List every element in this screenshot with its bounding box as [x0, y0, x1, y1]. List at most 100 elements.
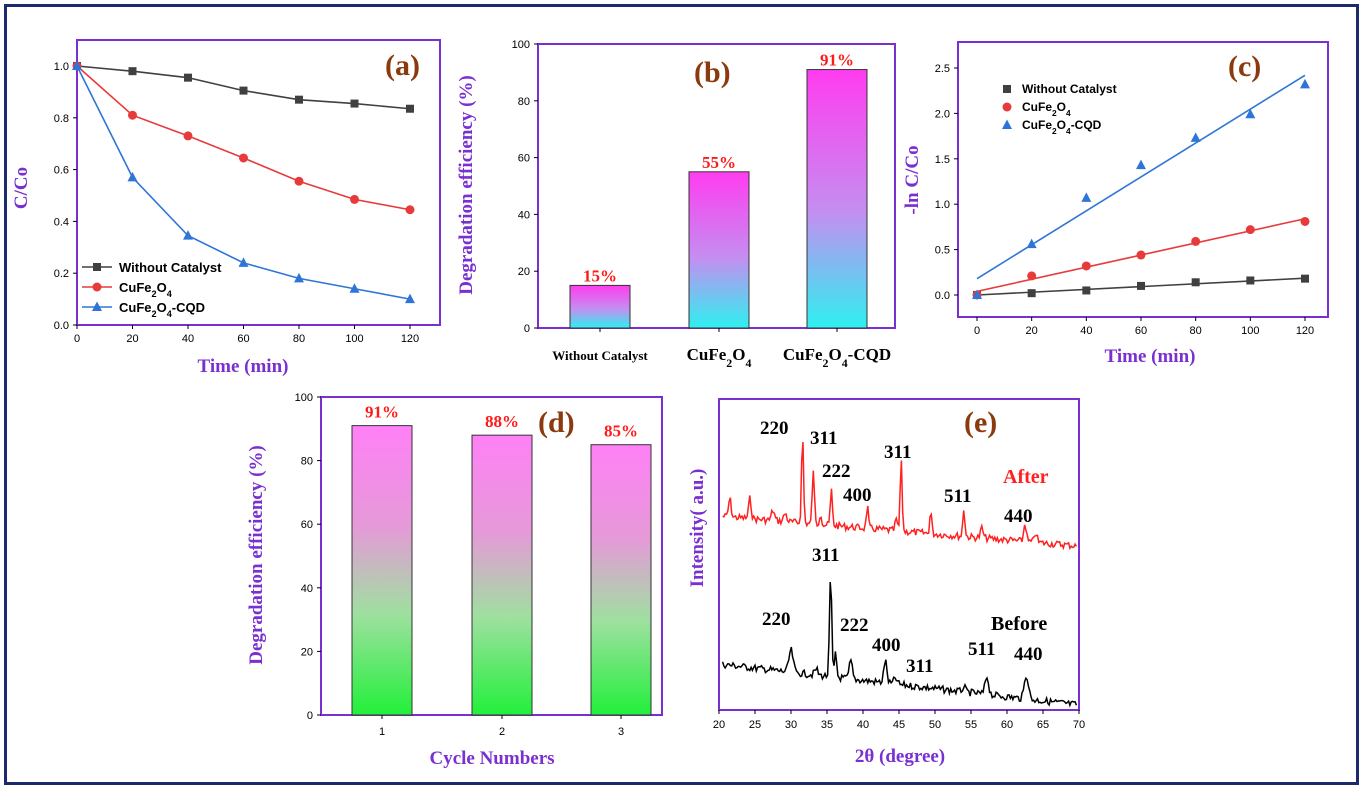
- panel-d-xlabel: Cycle Numbers: [429, 748, 554, 769]
- panel-d-ytick-label: 100: [295, 392, 313, 404]
- panel-a-legend-label: CuFe2O4: [119, 280, 173, 299]
- panel-a-legend-label: Without Catalyst: [119, 260, 222, 275]
- panel-c-data-point: [1136, 250, 1146, 260]
- panel-e-before-peak-label: 222: [840, 615, 869, 636]
- panel-b-bar: [688, 171, 750, 329]
- panel-a-axes-box: [76, 39, 441, 326]
- panel-d-bar: [471, 434, 533, 716]
- panel-b-category-label: CuFe2O4: [687, 345, 752, 370]
- panel-d-bar-chart: 0 20 40 60 80 100 91% 1 88% 2 85% 3: [295, 392, 663, 738]
- panel-e-xtick-label: 25: [749, 719, 761, 731]
- panel-c-ytick-label: 0.0: [935, 290, 950, 302]
- panel-e-letter: (e): [964, 406, 997, 439]
- panel-a-xtick-label: 100: [345, 333, 363, 345]
- panel-b-bar-chart: 0 20 40 60 80 100 15% Without Catalyst 55% CuFe2O…: [512, 39, 896, 370]
- panel-c-ylabel: -ln C/Co: [902, 145, 923, 214]
- panel-e-xtick-label: 20: [713, 719, 725, 731]
- panel-e-after-peak-label: 311: [884, 442, 911, 463]
- panel-c-data-point: [1300, 78, 1310, 89]
- panel-a-xtick-label: 60: [237, 333, 249, 345]
- panel-a-ytick-label: 0.8: [54, 113, 69, 125]
- panel-e-after-peak-label: 222: [822, 461, 851, 482]
- panel-a-legend-marker: [92, 301, 102, 311]
- panel-a-data-point: [349, 283, 360, 293]
- panel-c-data-point: [1245, 225, 1255, 235]
- panel-c-data-point: [1245, 108, 1256, 119]
- panel-e-xtick-label: 55: [965, 719, 977, 731]
- panel-c-xtick-label: 100: [1241, 325, 1259, 337]
- panel-b-category-label: CuFe2O4-CQD: [783, 345, 891, 370]
- panel-d-ytick-label: 60: [301, 519, 313, 531]
- panel-d-letter: (d): [538, 406, 575, 439]
- panel-a-data-point: [128, 67, 137, 76]
- panel-b-bar: [569, 284, 631, 329]
- panel-a-xlabel: Time (min): [198, 356, 289, 377]
- panel-e-after-peak-label: 220: [760, 418, 789, 439]
- panel-c-data-point: [1026, 238, 1037, 249]
- panel-a-ytick-label: 1.0: [54, 61, 69, 73]
- panel-c-xtick-label: 0: [974, 325, 980, 337]
- panel-a-data-point: [350, 194, 359, 204]
- panel-a-legend-marker: [92, 282, 102, 292]
- panel-e-before-peak-label: 311: [812, 545, 839, 566]
- panel-a-xtick-label: 0: [74, 333, 80, 345]
- panel-a-data-point: [294, 176, 304, 186]
- panel-d-ytick-label: 40: [301, 583, 313, 595]
- panel-c-xlabel: Time (min): [1105, 346, 1196, 367]
- panel-d-xtick-label: 1: [379, 726, 385, 738]
- panel-c-data-point: [1081, 192, 1092, 202]
- panel-c-data-point: [1190, 132, 1201, 142]
- panel-c-data-point: [1301, 274, 1309, 283]
- panel-b-ylabel: Degradation efficiency (%): [456, 75, 477, 295]
- panel-a-data-point: [183, 230, 193, 240]
- panel-d-ytick-label: 80: [301, 456, 313, 468]
- panel-c-kinetics-chart: 0 20 40 60 80 100 120 0.0 0.5 1.0 1.5 2.0 2.5 Without…: [935, 41, 1329, 337]
- panel-e-xtick-label: 35: [821, 719, 833, 731]
- panel-c-axes-box: [957, 41, 1329, 318]
- panel-c-data-point: [1246, 276, 1255, 285]
- panel-d-xtick-label: 2: [499, 726, 505, 738]
- panel-b-ytick-label: 20: [518, 266, 530, 278]
- panel-a-ytick-label: 0.4: [54, 216, 69, 228]
- panel-d-bar: [590, 444, 652, 716]
- panel-b-category-label: Without Catalyst: [552, 348, 648, 363]
- panel-a-ytick-label: 0.0: [54, 320, 69, 332]
- panel-a-data-point: [406, 104, 414, 113]
- panel-e-ylabel: Intensity( a.u.): [687, 469, 708, 588]
- panel-e-after-peak-label: 440: [1004, 506, 1033, 527]
- panel-c-xtick-label: 60: [1135, 325, 1147, 337]
- panel-b-data-label: 15%: [583, 266, 617, 285]
- panel-a-data-point: [239, 86, 248, 95]
- panel-a-data-point: [238, 257, 249, 267]
- panel-c-xtick-label: 40: [1080, 325, 1092, 337]
- panel-d-ytick-label: 20: [301, 646, 313, 658]
- panel-e-before-pattern: [721, 581, 1078, 708]
- panel-a-data-point: [294, 272, 304, 283]
- panel-c-data-point: [1137, 281, 1145, 290]
- panel-a-data-point: [72, 60, 82, 70]
- panel-b-ytick-label: 60: [518, 153, 530, 165]
- panel-b-ytick-label: 0: [524, 323, 530, 335]
- panel-a-line-chart: 0 20 40 60 80 100 120 0.0 0.2 0.4 0.6 0.8 1.0 Without…: [54, 39, 441, 345]
- panel-c-ytick-label: 2.0: [935, 108, 950, 120]
- panel-e-before-label: Before: [991, 613, 1047, 635]
- panel-d-data-label: 85%: [604, 422, 638, 441]
- panel-a-legend-marker: [93, 263, 101, 271]
- panel-e-xtick-label: 30: [785, 719, 797, 731]
- panel-b-ytick-label: 100: [512, 39, 530, 51]
- panel-c-ytick-label: 1.0: [935, 199, 950, 211]
- panel-a-data-point: [183, 131, 193, 141]
- panel-c-data-point: [1027, 289, 1036, 298]
- panel-a-data-point: [128, 110, 137, 120]
- panel-b-data-label: 91%: [820, 51, 854, 70]
- panel-e-before-peak-label: 311: [906, 656, 933, 677]
- panel-c-xtick-label: 80: [1190, 325, 1202, 337]
- panel-c-legend-marker: [1003, 85, 1011, 93]
- panel-c-data-point: [1082, 286, 1091, 295]
- panel-e-xtick-label: 65: [1037, 719, 1049, 731]
- panel-a-data-point: [184, 73, 192, 82]
- panel-c-data-point: [1027, 271, 1037, 281]
- panel-a-data-point: [239, 153, 248, 163]
- panel-c-ytick-label: 0.5: [935, 245, 950, 257]
- panel-a-data-point: [295, 95, 303, 104]
